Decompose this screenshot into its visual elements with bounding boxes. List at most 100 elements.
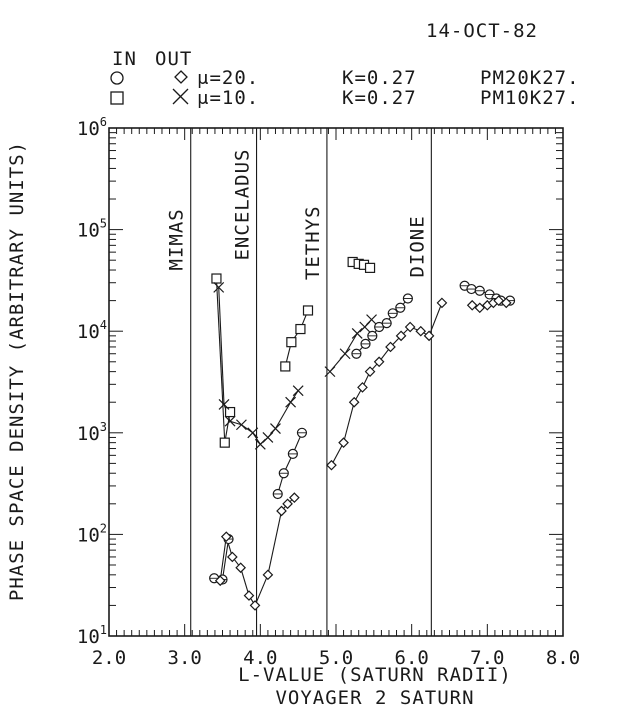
series-segment-diamond bbox=[240, 567, 250, 596]
data-point-circle bbox=[287, 448, 298, 459]
series-segment-diamond bbox=[254, 574, 269, 606]
series-segment-diamond bbox=[330, 442, 345, 466]
data-point-diamond bbox=[338, 437, 349, 448]
data-point-diamond bbox=[500, 297, 512, 309]
y-tick-label: 105 bbox=[77, 217, 107, 242]
moon-label: DIONE bbox=[406, 215, 428, 277]
data-point-diamond bbox=[214, 575, 226, 587]
legend-diamond-marker bbox=[174, 70, 188, 84]
legend-out-label: OUT bbox=[155, 48, 193, 70]
x-tick-label: 5.0 bbox=[319, 647, 353, 669]
data-point-diamond bbox=[226, 551, 238, 563]
chart-title: VOYAGER 2 SATURN bbox=[275, 687, 474, 709]
data-point-circle bbox=[278, 468, 289, 479]
series-segment-square bbox=[215, 278, 226, 443]
data-point-diamond bbox=[235, 562, 247, 574]
series-segment-x bbox=[274, 401, 292, 429]
data-markers bbox=[209, 256, 516, 611]
data-point-diamond bbox=[262, 569, 274, 581]
moon-label: MIMAS bbox=[166, 208, 188, 270]
data-point-diamond bbox=[348, 396, 360, 408]
moon-label: ENCELADUS bbox=[232, 149, 254, 261]
data-point-circle bbox=[381, 318, 392, 329]
data-point-diamond bbox=[404, 321, 416, 333]
data-point-x bbox=[213, 281, 225, 293]
data-point-diamond bbox=[289, 492, 300, 503]
data-point-x bbox=[292, 385, 304, 397]
data-point-diamond bbox=[220, 531, 232, 543]
data-point-x bbox=[366, 314, 377, 326]
data-point-circle bbox=[367, 330, 378, 341]
plot-frame bbox=[108, 127, 564, 637]
data-point-diamond bbox=[415, 325, 427, 337]
data-point-square bbox=[364, 262, 376, 273]
series-segment-diamond bbox=[428, 302, 443, 337]
legend-mu20-label: μ=20. bbox=[197, 67, 260, 89]
data-point-diamond bbox=[395, 330, 407, 342]
data-point-circle bbox=[395, 302, 406, 313]
data-point-square bbox=[211, 273, 222, 284]
x-tick-label: 8.0 bbox=[546, 647, 580, 669]
data-point-x bbox=[270, 423, 281, 435]
legend-symbols bbox=[110, 70, 189, 105]
data-point-x bbox=[339, 348, 351, 360]
x-tick-label: 7.0 bbox=[470, 647, 504, 669]
x-tick-label: 2.0 bbox=[92, 647, 126, 669]
data-point-circle bbox=[296, 427, 308, 438]
series-segment-circle bbox=[221, 538, 230, 580]
moon-lines: MIMAS ENCELADUS TETHYS DIONE bbox=[166, 128, 432, 636]
data-point-circle bbox=[466, 283, 477, 295]
series-segment-diamond bbox=[219, 536, 227, 581]
data-point-x bbox=[351, 328, 363, 339]
data-point-x bbox=[262, 432, 274, 443]
legend-in-label: IN bbox=[112, 48, 137, 70]
data-point-x bbox=[218, 399, 230, 410]
data-point-square bbox=[219, 437, 230, 448]
data-point-diamond bbox=[423, 330, 435, 342]
data-point-square bbox=[280, 361, 291, 372]
legend-square-marker bbox=[110, 91, 124, 105]
data-point-diamond bbox=[357, 382, 368, 393]
y-axis-label: PHASE SPACE DENSITY (ARBITRARY UNITS) bbox=[6, 141, 28, 601]
data-point-diamond bbox=[385, 341, 396, 353]
x-tick-label: 3.0 bbox=[168, 647, 202, 669]
data-point-square bbox=[302, 305, 314, 316]
data-point-square bbox=[224, 406, 236, 418]
y-tick-label: 106 bbox=[77, 115, 107, 140]
y-tick-label: 101 bbox=[77, 623, 107, 648]
data-point-diamond bbox=[276, 505, 287, 517]
data-point-circle bbox=[387, 308, 398, 319]
legend-mu10-label: μ=10. bbox=[197, 87, 260, 109]
series-segment-diamond bbox=[343, 402, 355, 443]
moon-label: TETHYS bbox=[302, 205, 324, 280]
data-point-diamond bbox=[466, 299, 478, 311]
data-point-x bbox=[224, 415, 236, 427]
data-point-diamond bbox=[474, 302, 486, 314]
data-point-x bbox=[324, 366, 336, 378]
y-tick-label: 102 bbox=[77, 521, 107, 546]
legend-k-mu10: K=0.27 bbox=[342, 87, 417, 109]
y-tick-label: 103 bbox=[77, 420, 107, 445]
legend-circle-marker bbox=[110, 71, 124, 85]
legend-x-marker bbox=[172, 88, 189, 105]
data-point-circle bbox=[402, 293, 413, 304]
data-point-circle bbox=[360, 338, 371, 349]
data-point-square bbox=[295, 323, 306, 335]
y-tick-label: 104 bbox=[77, 318, 107, 343]
axis-ticks bbox=[108, 127, 564, 637]
data-point-circle bbox=[272, 488, 283, 500]
x-tick-label: 6.0 bbox=[395, 647, 429, 669]
tick-labels: 2.0 3.0 4.0 5.0 6.0 7.0 8.0 101 102 103 104 105 106 bbox=[77, 115, 580, 669]
data-point-x bbox=[285, 396, 297, 408]
data-point-circle bbox=[474, 285, 485, 296]
data-point-diamond bbox=[364, 366, 376, 377]
series-segment-x bbox=[229, 420, 242, 426]
data-point-x bbox=[247, 427, 259, 439]
series-segment-x bbox=[344, 333, 358, 355]
data-point-diamond bbox=[282, 498, 293, 510]
data-point-diamond bbox=[436, 297, 448, 309]
data-point-diamond bbox=[373, 356, 385, 368]
data-point-diamond bbox=[249, 600, 261, 611]
data-point-diamond bbox=[243, 590, 255, 601]
